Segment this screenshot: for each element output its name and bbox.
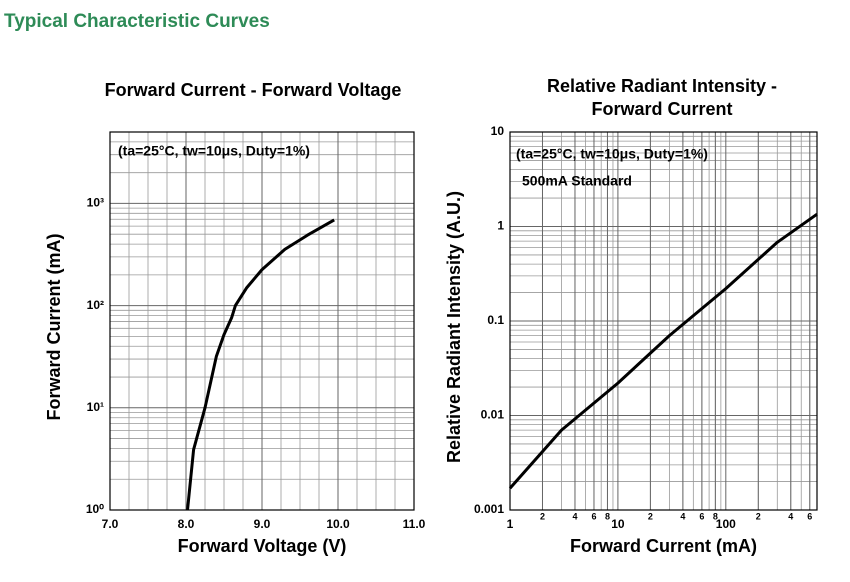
annotation: (ta=25°C, tw=10μs, Duty=1%) xyxy=(516,146,708,162)
x-tick-label: 100 xyxy=(716,517,736,531)
y-axis-label: Relative Radiant Intensity (A.U.) xyxy=(444,191,464,463)
x-tick-label: 10.0 xyxy=(326,517,350,531)
y-tick-label: 10 xyxy=(491,124,505,138)
y-tick-label: 10² xyxy=(87,298,104,312)
x-tick-label: 6 xyxy=(591,511,596,521)
annotation: 500mA Standard xyxy=(522,173,632,189)
y-axis-label: Forward Current (mA) xyxy=(44,233,64,420)
page-title: Typical Characteristic Curves xyxy=(4,11,270,32)
x-tick-label: 1 xyxy=(507,517,514,531)
chart-title: Forward Current - Forward Voltage xyxy=(105,80,402,100)
y-tick-label: 1 xyxy=(497,219,504,233)
plot-border xyxy=(509,131,818,511)
x-axis-label: Forward Voltage (V) xyxy=(178,536,347,556)
x-tick-label: 4 xyxy=(680,511,685,521)
x-tick-label: 10 xyxy=(611,517,625,531)
x-tick-label: 2 xyxy=(540,511,545,521)
x-tick-label: 8 xyxy=(713,511,718,521)
x-tick-label: 6 xyxy=(807,511,812,521)
annotation: (ta=25°C, tw=10μs, Duty=1%) xyxy=(118,143,310,159)
plot-border xyxy=(109,131,415,511)
x-tick-label: 9.0 xyxy=(254,517,271,531)
x-tick-label: 11.0 xyxy=(403,517,426,531)
chart-title: Forward Current xyxy=(591,99,732,119)
chart-title: Relative Radiant Intensity - xyxy=(547,76,777,96)
x-tick-label: 7.0 xyxy=(102,517,119,531)
x-tick-label: 2 xyxy=(648,511,653,521)
curve xyxy=(508,212,818,490)
x-tick-label: 4 xyxy=(788,511,793,521)
x-tick-label: 4 xyxy=(572,511,577,521)
y-tick-label: 10⁰ xyxy=(86,502,104,516)
y-tick-label: 10¹ xyxy=(87,400,104,414)
x-tick-label: 8.0 xyxy=(178,517,195,531)
x-tick-label: 2 xyxy=(756,511,761,521)
x-tick-label: 6 xyxy=(699,511,704,521)
curve xyxy=(186,218,335,511)
x-axis-label: Forward Current (mA) xyxy=(570,536,757,556)
y-tick-label: 0.01 xyxy=(481,408,505,422)
x-tick-label: 8 xyxy=(605,511,610,521)
y-tick-label: 0.1 xyxy=(487,313,504,327)
y-tick-label: 10³ xyxy=(87,196,104,210)
y-tick-label: 0.001 xyxy=(474,502,504,516)
